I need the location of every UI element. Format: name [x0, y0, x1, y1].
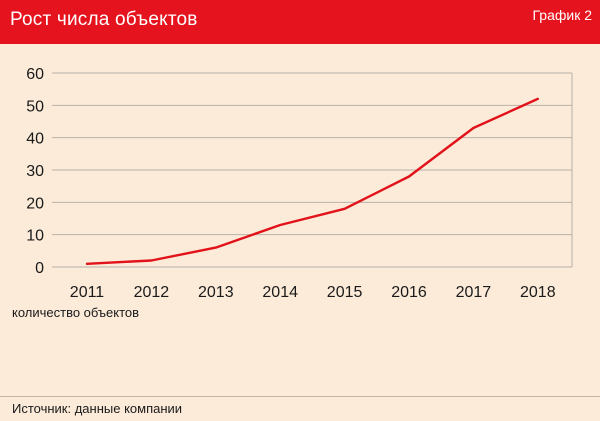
x-tick-label: 2014	[262, 284, 298, 301]
chart-header: Рост числа объектов График 2	[0, 0, 600, 44]
line-chart: 0 10 20 30 40 50 60 2011 2012 2013 2014 2015 2016 201…	[26, 66, 573, 301]
x-tick-label: 2013	[198, 284, 234, 301]
y-tick-label: 40	[26, 131, 44, 148]
y-tick-label: 60	[26, 66, 44, 83]
x-tick-label: 2018	[520, 284, 556, 301]
y-tick-label: 0	[35, 260, 44, 277]
y-tick-label: 50	[26, 98, 44, 115]
x-tick-label: 2016	[391, 284, 427, 301]
chart-title: Рост числа объектов	[10, 9, 198, 30]
series-line	[85, 97, 539, 266]
chart-number-label: График 2	[532, 7, 592, 23]
x-tick-label: 2011	[70, 284, 105, 301]
source-note: Источник: данные компании	[12, 401, 183, 416]
x-tick-label: 2012	[134, 284, 170, 301]
footer-divider	[0, 396, 600, 397]
y-tick-label: 30	[26, 163, 44, 180]
x-tick-label: 2017	[456, 284, 492, 301]
y-tick-label: 10	[26, 228, 44, 245]
y-tick-label: 20	[26, 195, 44, 212]
unit-label: количество объектов	[12, 305, 140, 320]
x-tick-label: 2015	[327, 284, 363, 301]
